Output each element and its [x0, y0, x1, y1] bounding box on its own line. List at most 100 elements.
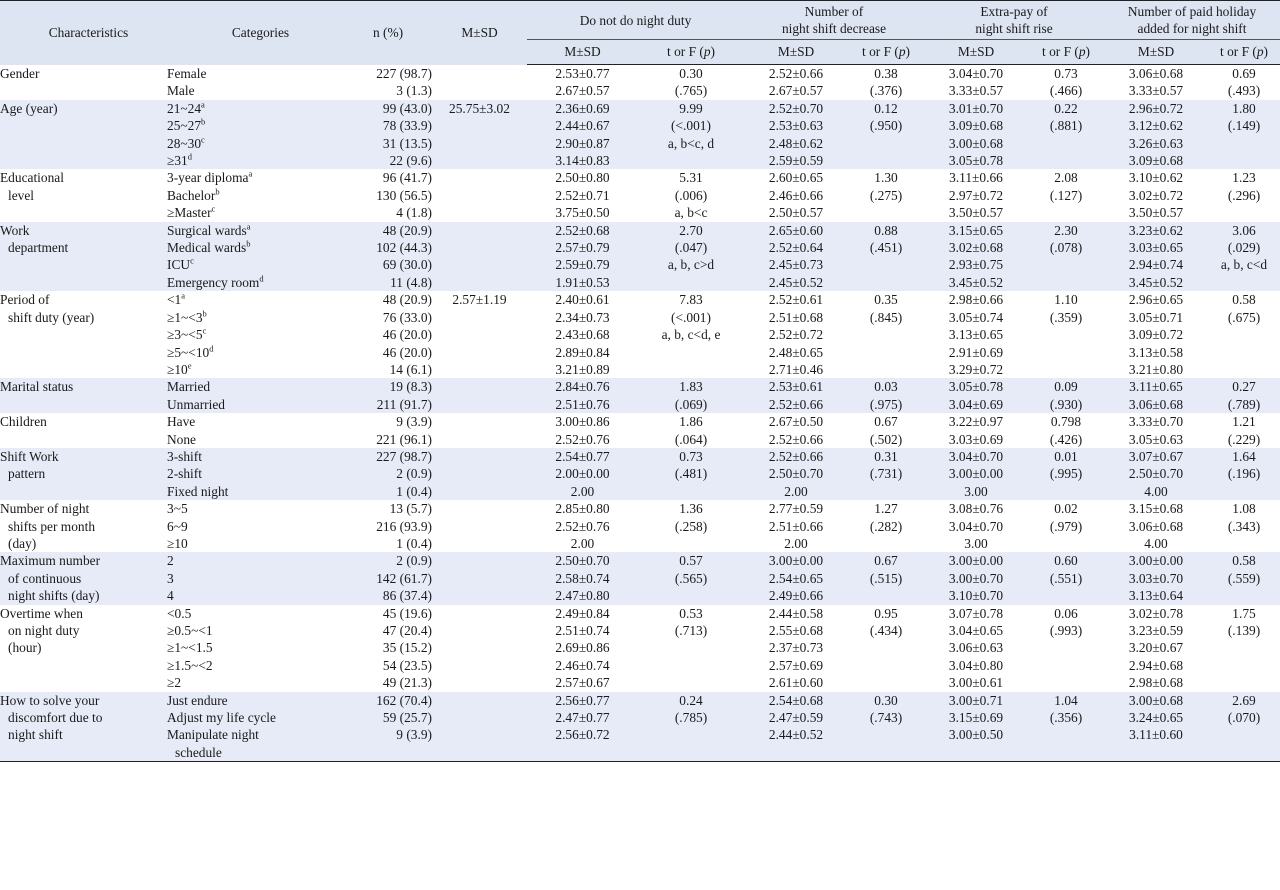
msd-cell	[432, 691, 527, 763]
characteristic-cell: Work department	[0, 221, 167, 292]
group-msd-cell: 2.53±0.61 2.52±0.66	[744, 378, 848, 414]
group-test-cell: 0.73 (.481)	[638, 447, 744, 501]
n-percent-cell: 13 (5.7) 216 (93.9) 1 (0.4)	[376, 501, 432, 551]
category-label: Have	[167, 414, 196, 430]
group-test-cell: 0.53 (.713)	[674, 605, 708, 638]
table-row: Overtime when on night duty (hour) <0.5 ≥0.5…	[0, 605, 1280, 692]
category-label: 25~27b	[167, 116, 206, 134]
group-msd-cell: 3.15±0.68 3.06±0.68 4.00	[1128, 501, 1184, 551]
superscript-mark: e	[187, 360, 192, 371]
superscript-mark: a	[181, 290, 186, 301]
group-test-cell: 1.08 (.343)	[1227, 501, 1261, 534]
table-body: Gender Female Male 227 (98.7) 3 (1.3) 2.53±0.…	[0, 65, 1280, 763]
category-label: Unmarried	[167, 396, 226, 412]
category-cell: Surgical wardsa Medical wardsb ICUc Emergen…	[167, 221, 344, 292]
group-test-cell: 1.10 (.359)	[1049, 292, 1083, 325]
characteristics-table: Characteristics Categories n (%) M±SD Do…	[0, 0, 1280, 763]
header-categories: Categories	[167, 0, 344, 65]
category-label: None	[167, 431, 197, 447]
msd-cell	[432, 378, 527, 414]
group-test-cell: 1.21 (.229)	[1227, 414, 1261, 447]
group-test-cell: 1.64 (.196)	[1208, 447, 1280, 501]
group-msd-cell: 3.00±0.71 3.15±0.69 3.00±0.50	[924, 691, 1028, 763]
group-test-cell: 0.798 (.426)	[1049, 414, 1083, 447]
group-test-cell: 9.99 (<.001) a, b<c, d	[638, 99, 744, 170]
category-label: ≥1~<1.5	[167, 640, 213, 656]
group-msd-cell: 2.52±0.66 2.50±0.70 2.00	[744, 447, 848, 501]
category-cell: 3-shift 2-shift Fixed night	[167, 447, 344, 501]
group-msd-cell: 3.00±0.00 3.00±0.70 3.10±0.70	[924, 552, 1028, 605]
characteristic-cell: Overtime when on night duty (hour)	[0, 605, 83, 656]
group-test-cell: 0.06 (.993)	[1049, 605, 1083, 638]
group-msd-cell: 3.23±0.62 3.03±0.65 2.94±0.74 3.45±0.52	[1104, 221, 1208, 292]
category-cell: 21~24a 25~27b 28~30c ≥31d	[167, 99, 344, 170]
superscript-mark: c	[201, 134, 205, 145]
category-label: 3	[167, 570, 174, 586]
group-msd-cell: 3.11±0.65 3.06±0.68	[1104, 378, 1208, 414]
group-test-cell: 1.27 (.282)	[869, 501, 903, 534]
superscript-mark: b	[202, 308, 207, 319]
category-label: Married	[167, 379, 211, 395]
table-row: Work department Surgical wardsa Medical war…	[0, 221, 1280, 292]
group-test-cell: 0.38 (.376)	[869, 66, 903, 99]
msd-cell	[432, 605, 527, 692]
group-test-cell: 0.57 (.565)	[638, 552, 744, 605]
group-msd-cell: 3.01±0.70 3.09±0.68 3.00±0.68 3.05±0.78	[924, 99, 1028, 170]
superscript-mark: a	[246, 221, 251, 232]
subheader-t-or-f: t or F (p)	[848, 39, 924, 65]
category-label: 3-year diplomaa	[167, 168, 253, 186]
table-row: Number of night shifts per month (day) 3~5 6…	[0, 500, 1280, 552]
group-msd-cell: 3.06±0.68 3.33±0.57	[1128, 66, 1184, 99]
subheader-msd: M±SD	[744, 39, 848, 65]
group-msd-cell: 2.85±0.80 2.52±0.76 2.00	[555, 501, 610, 551]
group-test-cell: 0.67 (.515)	[848, 552, 924, 605]
group-msd-cell: 3.04±0.70 3.00±0.00 3.00	[924, 447, 1028, 501]
characteristic-cell: Marital status	[0, 378, 167, 414]
header-group-night-shift-decrease: Number of night shift decrease	[744, 0, 924, 40]
superscript-mark: c	[202, 325, 207, 336]
n-percent-cell: 2 (0.9) 142 (61.7) 86 (37.4)	[344, 552, 432, 605]
category-label: 3-shift	[167, 448, 202, 464]
group-test-cell: 0.95 (.434)	[869, 605, 903, 638]
group-msd-cell: 3.22±0.97 3.03±0.69	[948, 414, 1004, 447]
n-percent-cell: 96 (41.7) 130 (56.5) 4 (1.8)	[376, 170, 432, 221]
header-group-do-not-do-night-duty: Do not do night duty	[527, 0, 744, 40]
group-msd-cell: 2.84±0.76 2.51±0.76	[527, 378, 638, 414]
category-label: ≥Masterc	[167, 203, 216, 221]
n-percent-cell: 48 (20.9) 76 (33.0) 46 (20.0) 46 (20.0) 14 (…	[382, 292, 432, 377]
group-msd-cell: 2.36±0.69 2.44±0.67 2.90±0.87 3.14±0.83	[527, 99, 638, 170]
group-msd-cell: 2.98±0.66 3.05±0.74 3.13±0.65 2.91±0.69 3.29…	[948, 292, 1004, 377]
category-cell: 3~5 6~9 ≥10	[167, 500, 344, 552]
category-label: Just endure	[167, 692, 228, 708]
group-msd-cell: 2.50±0.70 2.58±0.74 2.47±0.80	[527, 552, 638, 605]
category-label: 3~5	[167, 501, 188, 517]
category-label: ≥2	[167, 675, 182, 691]
category-cell: Female Male	[167, 65, 344, 100]
msd-cell: 2.57±1.19	[452, 292, 507, 308]
subheader-msd: M±SD	[1104, 39, 1208, 65]
category-label: ≥10	[167, 535, 188, 551]
category-label: ≥10e	[167, 360, 192, 377]
subheader-msd: M±SD	[527, 39, 638, 65]
header-msd: M±SD	[432, 0, 527, 65]
superscript-mark: c	[211, 203, 216, 214]
category-label: ICUc	[167, 256, 194, 273]
table-row: Shift Work pattern 3-shift 2-shift Fixed nig…	[0, 447, 1280, 501]
superscript-mark: b	[246, 238, 251, 249]
msd-cell	[432, 221, 527, 292]
characteristic-cell: Children	[0, 414, 47, 430]
category-label: ≥1~<3b	[167, 308, 207, 325]
group-test-cell: 0.31 (.731)	[848, 447, 924, 501]
n-percent-cell: 45 (19.6) 47 (20.4) 35 (15.2) 54 (23.5) 49 (…	[382, 605, 432, 691]
msd-cell	[432, 65, 527, 100]
group-msd-cell: 2.53±0.77 2.67±0.57	[555, 66, 610, 99]
superscript-mark: b	[215, 186, 220, 197]
category-label: Adjust my life cycle	[167, 710, 276, 726]
subheader-msd: M±SD	[924, 39, 1028, 65]
msd-cell	[432, 447, 527, 501]
group-msd-cell: 2.96±0.72 3.12±0.62 3.26±0.63 3.09±0.68	[1104, 99, 1208, 170]
group-msd-cell: 3.00±0.00 3.03±0.70 3.13±0.64	[1104, 552, 1208, 605]
group-msd-cell: 2.56±0.77 2.47±0.77 2.56±0.72	[527, 691, 638, 763]
category-label: Medical wardsb	[167, 238, 251, 256]
subheader-row: M±SD t or F (p) M±SD t or F (p) M±SD t or F (…	[0, 39, 1280, 65]
